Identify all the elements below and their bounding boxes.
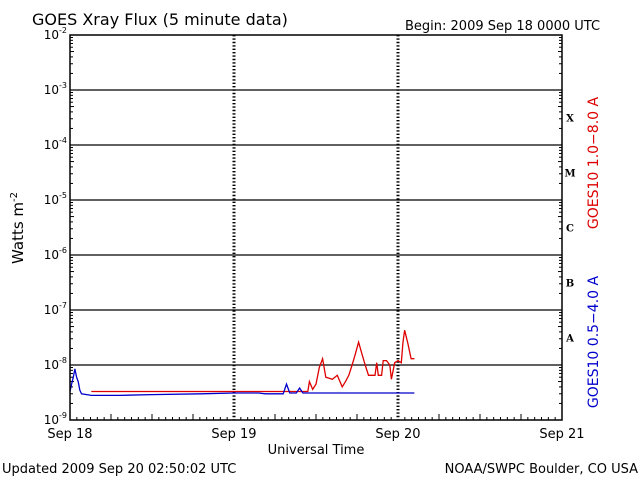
y-tick-exp: -8 [59,356,67,365]
y-tick-exp: -6 [59,246,67,255]
x-tick-label: Sep 18 [47,427,92,442]
x-tick-label: Sep 21 [539,427,584,442]
flare-class-label: C [566,224,574,235]
y-tick-label: 10-9 [44,411,67,427]
y-tick-base: 10 [44,138,59,152]
flare-class-label: A [565,334,574,345]
y-tick-label: 10-5 [44,191,67,207]
y-tick-label: 10-4 [44,136,67,152]
axis-ticks [70,35,562,420]
y-tick-base: 10 [44,303,59,317]
footer-source: NOAA/SWPC Boulder, CO USA [445,462,638,477]
x-tick-labels: Sep 18 Sep 19 Sep 20 Sep 21 [47,427,584,442]
plot-frame [69,34,563,421]
legend-entry: GOES10 0.5−4.0 A [586,276,602,409]
x-tick-label: Sep 19 [211,427,256,442]
y-tick-label: 10-8 [44,356,67,372]
y-tick-base: 10 [44,248,59,262]
y-tick-exp: -5 [59,191,67,200]
series-line [91,330,415,393]
y-tick-label: 10-7 [44,301,67,317]
y-axis-label-exp: -2 [9,192,20,202]
y-tick-base: 10 [44,193,59,207]
svg-text:Watts m-2: Watts m-2 [9,192,27,264]
flare-class-labels: X M C B A [564,114,575,345]
y-tick-exp: -2 [59,26,67,35]
series-line [69,368,415,397]
y-tick-exp: -9 [59,411,67,420]
y-axis-label: Watts m-2 [9,192,27,264]
y-tick-exp: -3 [59,81,67,90]
legend: GOES10 1.0−8.0 A GOES10 0.5−4.0 A [586,97,602,409]
y-axis-label-base: Watts m [9,202,27,264]
x-axis-label: Universal Time [268,443,365,458]
flare-class-label: X [566,114,574,125]
begin-label: Begin: 2009 Sep 18 0000 UTC [405,19,600,34]
data-series [69,330,415,397]
flare-class-label: B [566,279,574,290]
y-tick-label: 10-6 [44,246,67,262]
grid-lines [70,89,562,366]
flare-class-label: M [564,169,575,180]
y-tick-labels: 10-210-310-410-510-610-710-810-9 [44,26,67,427]
x-tick-label: Sep 20 [375,427,420,442]
legend-entry: GOES10 1.0−8.0 A [586,97,602,230]
footer-updated: Updated 2009 Sep 20 02:50:02 UTC [2,462,236,477]
y-tick-exp: -7 [59,301,67,310]
chart-title: GOES Xray Flux (5 minute data) [32,10,288,29]
y-tick-base: 10 [44,83,59,97]
y-tick-base: 10 [44,358,59,372]
y-tick-base: 10 [44,413,59,427]
y-tick-base: 10 [44,28,59,42]
y-tick-label: 10-2 [44,26,67,42]
y-tick-exp: -4 [59,136,67,145]
y-tick-label: 10-3 [44,81,67,97]
